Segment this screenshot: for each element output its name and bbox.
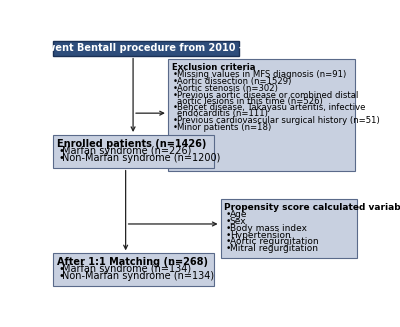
Text: •: • — [173, 77, 178, 86]
Text: Sex: Sex — [230, 217, 246, 226]
Text: •: • — [173, 123, 178, 132]
Text: Propensity score calculated variables: Propensity score calculated variables — [224, 203, 400, 212]
FancyBboxPatch shape — [220, 199, 357, 258]
Text: Exclusion criteria: Exclusion criteria — [172, 63, 255, 72]
FancyBboxPatch shape — [168, 60, 355, 171]
Text: After 1:1 Matching (n=268): After 1:1 Matching (n=268) — [57, 257, 208, 267]
FancyBboxPatch shape — [53, 135, 214, 168]
Text: •: • — [173, 70, 178, 79]
Text: •: • — [226, 231, 231, 240]
Text: Patients underwent Bentall procedure from 2010 - 2020 (n=4054): Patients underwent Bentall procedure fro… — [0, 43, 328, 53]
Text: •: • — [58, 153, 64, 163]
FancyBboxPatch shape — [53, 253, 214, 286]
Text: Age: Age — [230, 210, 247, 219]
Text: •: • — [226, 224, 231, 233]
Text: •: • — [226, 237, 231, 247]
Text: Previous aortic disease or combined distal: Previous aortic disease or combined dist… — [177, 91, 358, 100]
Text: Hypertension: Hypertension — [230, 231, 290, 240]
Text: Aortic dissection (n=1529): Aortic dissection (n=1529) — [177, 77, 292, 86]
Text: Missing values in MFS diagnosis (n=91): Missing values in MFS diagnosis (n=91) — [177, 70, 346, 79]
Text: •: • — [58, 271, 64, 281]
Text: •: • — [173, 84, 178, 93]
Text: Non-Marfan syndrome (n=1200): Non-Marfan syndrome (n=1200) — [62, 153, 221, 163]
Text: •: • — [226, 217, 231, 226]
Text: Minor patients (n=18): Minor patients (n=18) — [177, 123, 271, 132]
Text: •: • — [226, 244, 231, 253]
Text: aortic lesions in this time (n=526): aortic lesions in this time (n=526) — [177, 97, 323, 106]
Text: •: • — [226, 210, 231, 219]
Text: •: • — [173, 116, 178, 125]
Text: Mitral regurgitation: Mitral regurgitation — [230, 244, 318, 253]
Text: •: • — [173, 91, 178, 100]
Text: •: • — [58, 146, 64, 156]
FancyBboxPatch shape — [53, 41, 239, 56]
Text: •: • — [173, 103, 178, 112]
Text: •: • — [58, 264, 64, 274]
Text: Marfan syndrome (n=226): Marfan syndrome (n=226) — [62, 146, 192, 156]
Text: Aortic stenosis (n=302): Aortic stenosis (n=302) — [177, 84, 278, 93]
Text: Enrolled patients (n=1426): Enrolled patients (n=1426) — [57, 139, 206, 149]
Text: Non-Marfan syndrome (n=134): Non-Marfan syndrome (n=134) — [62, 271, 214, 281]
Text: Previous cardiovascular surgical history (n=51): Previous cardiovascular surgical history… — [177, 116, 380, 125]
Text: endocarditis (n=111): endocarditis (n=111) — [177, 109, 268, 118]
Text: Marfan syndrome (n=134): Marfan syndrome (n=134) — [62, 264, 192, 274]
Text: Behçet disease, Takayasu arteritis, infective: Behçet disease, Takayasu arteritis, infe… — [177, 103, 366, 112]
Text: Aortic regurgitation: Aortic regurgitation — [230, 237, 318, 247]
Text: Body mass index: Body mass index — [230, 224, 307, 233]
